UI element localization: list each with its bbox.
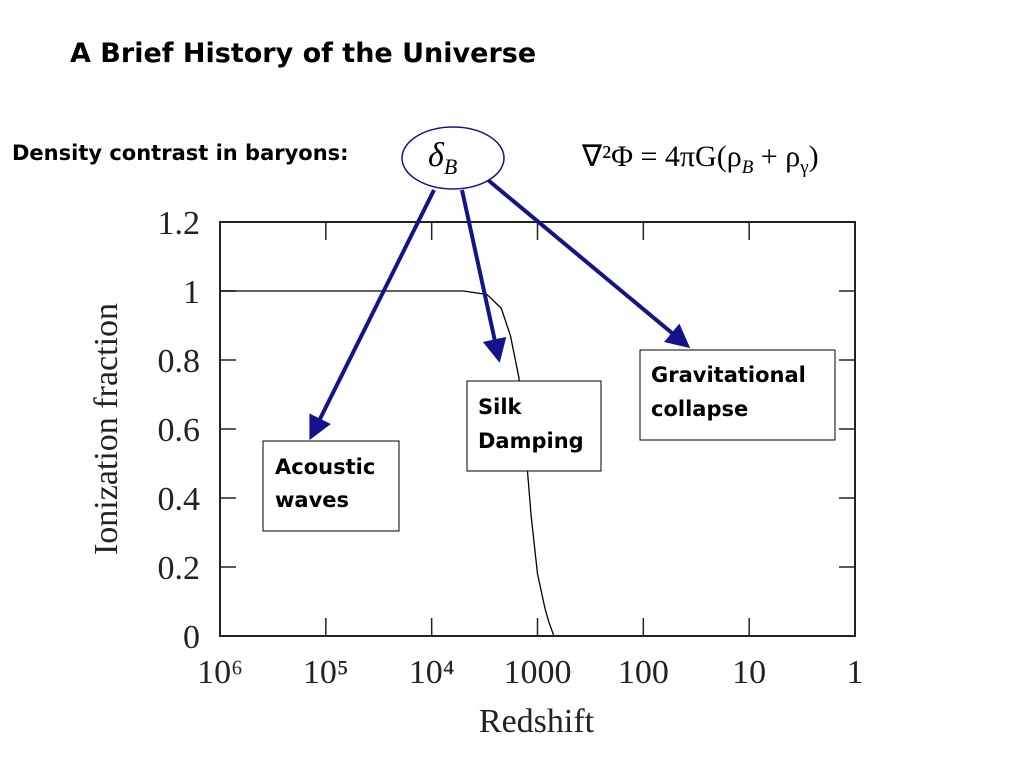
box: Gravitational collapse (639, 349, 836, 441)
x-tick-label: 10⁴ (409, 654, 455, 691)
arrow (486, 178, 691, 349)
arrows (309, 178, 691, 441)
x-tick-label: 10⁶ (197, 654, 243, 691)
delta: δ (428, 137, 445, 174)
y-tick-label: 0.8 (158, 343, 201, 380)
y-tick-label: 0 (183, 619, 200, 656)
box-line: Damping (478, 429, 584, 453)
plot: 0 0.2 0.4 0.6 0.8 1 1.2 10⁶ 10⁵ 10⁴ 1000 100 10 1 Reds… (88, 205, 864, 740)
eq-part: ∇²Φ = 4πG(ρ (581, 140, 742, 173)
y-tick-label: 1.2 (158, 205, 201, 242)
x-tick-label: 1000 (504, 654, 572, 691)
slide-title: A Brief History of the Universe (70, 38, 536, 69)
data-line (220, 290, 555, 637)
eq-part: + ρ (753, 140, 800, 173)
eq-sub: B (742, 157, 754, 178)
eq-sub: γ (799, 157, 808, 178)
y-tick-label: 0.6 (158, 412, 201, 449)
arrow (460, 189, 507, 363)
x-tick-label: 100 (618, 654, 669, 691)
eq-part: ) (809, 140, 819, 173)
arrow (309, 189, 436, 441)
box-line: collapse (651, 397, 748, 421)
delta-ellipse (401, 126, 505, 190)
density-label: Density contrast in baryons: (12, 141, 349, 165)
delta-sub: B (444, 154, 457, 179)
x-tick-label: 10 (732, 654, 766, 691)
box: Acoustic waves (262, 440, 400, 532)
y-tick-label: 0.2 (158, 550, 201, 587)
box-line: waves (275, 488, 349, 512)
x-tick-label: 1 (847, 654, 864, 691)
box-line: Gravitational (651, 363, 806, 387)
delta-symbol: δB (428, 137, 457, 179)
box-line: Silk (478, 395, 523, 419)
box: Silk Damping (466, 380, 602, 472)
y-axis-label: Ionization fraction (88, 303, 125, 555)
equation: ∇²Φ = 4πG(ρB + ργ) (581, 140, 819, 178)
y-tick-label: 0.4 (158, 481, 201, 518)
x-axis-label: Redshift (479, 703, 595, 740)
y-tick-label: 1 (183, 274, 200, 311)
box-line: Acoustic (275, 455, 375, 479)
x-tick-label: 10⁵ (303, 654, 349, 691)
